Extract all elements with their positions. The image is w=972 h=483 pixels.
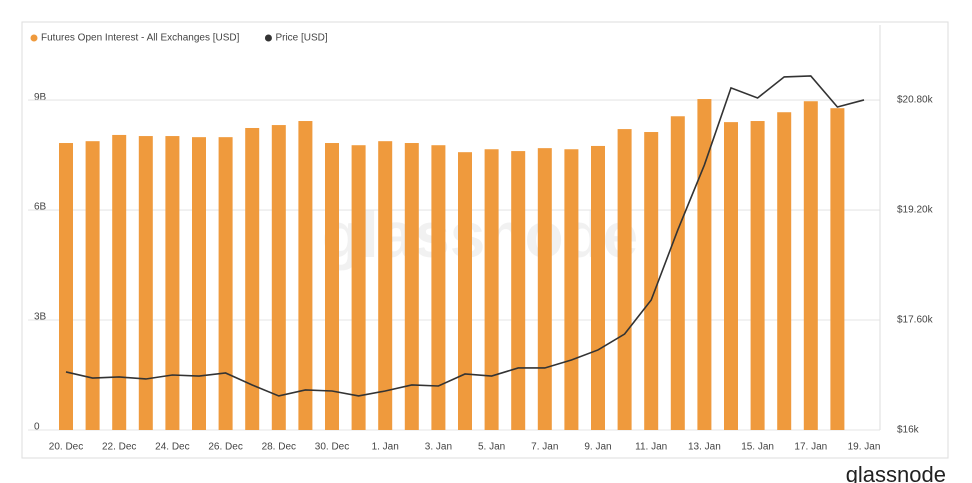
y-tick-label: 9B	[34, 92, 47, 103]
bar	[617, 129, 632, 430]
bar	[644, 132, 659, 430]
x-tick-label: 22. Dec	[102, 442, 136, 453]
x-tick-label: 28. Dec	[262, 442, 296, 453]
bar	[564, 149, 579, 430]
bar	[670, 116, 685, 430]
y-tick-label: 3B	[34, 312, 47, 323]
bar	[803, 101, 818, 430]
legend-marker	[264, 34, 272, 42]
price-line	[65, 75, 865, 397]
y2-tick-label: $19.20k	[897, 205, 934, 216]
bar	[378, 141, 393, 430]
chart-frame	[21, 21, 949, 459]
bar	[484, 149, 499, 430]
bar	[59, 143, 73, 430]
bar	[351, 145, 366, 430]
bar	[830, 108, 845, 430]
bar	[697, 99, 712, 431]
bar	[724, 122, 738, 430]
bar	[85, 141, 100, 430]
x-tick-label: 19. Jan	[848, 442, 881, 453]
x-tick-label: 1. Jan	[372, 442, 399, 453]
bar	[165, 136, 180, 430]
bar	[431, 145, 446, 430]
bar	[750, 121, 765, 430]
bar	[192, 137, 206, 430]
x-tick-label: 5. Jan	[478, 442, 505, 453]
bar	[271, 125, 286, 430]
logo: glassnode	[846, 462, 946, 483]
x-tick-label: 13. Jan	[688, 442, 721, 453]
watermark: glassnode	[322, 199, 639, 271]
bar	[777, 112, 792, 430]
legend-label: Futures Open Interest - All Exchanges [U…	[41, 33, 240, 44]
x-tick-label: 3. Jan	[425, 442, 452, 453]
bar	[404, 143, 419, 430]
bar	[138, 136, 153, 430]
y2-tick-label: $17.60k	[897, 315, 934, 326]
y-tick-label: 6B	[34, 202, 47, 213]
bar	[458, 152, 472, 430]
bar	[325, 143, 339, 430]
bar	[537, 148, 552, 430]
x-tick-label: 26. Dec	[208, 442, 242, 453]
y2-tick-label: $16k	[897, 425, 920, 436]
x-tick-label: 30. Dec	[315, 442, 349, 453]
bar	[112, 134, 127, 430]
legend-label: Price [USD]	[275, 33, 327, 44]
bar	[511, 151, 526, 430]
x-tick-label: 20. Dec	[49, 442, 83, 453]
x-tick-label: 9. Jan	[584, 442, 611, 453]
x-tick-label: 11. Jan	[635, 442, 667, 453]
bar	[298, 121, 313, 430]
y2-tick-label: $20.80k	[897, 95, 934, 106]
legend-marker	[30, 34, 38, 42]
bar	[591, 145, 605, 430]
x-tick-label: 17. Jan	[794, 442, 827, 453]
x-tick-label: 24. Dec	[155, 442, 189, 453]
x-tick-label: 15. Jan	[741, 442, 774, 453]
y-tick-label: 0	[34, 422, 40, 433]
bar	[245, 127, 260, 430]
bar	[218, 137, 233, 430]
x-tick-label: 7. Jan	[531, 442, 558, 453]
